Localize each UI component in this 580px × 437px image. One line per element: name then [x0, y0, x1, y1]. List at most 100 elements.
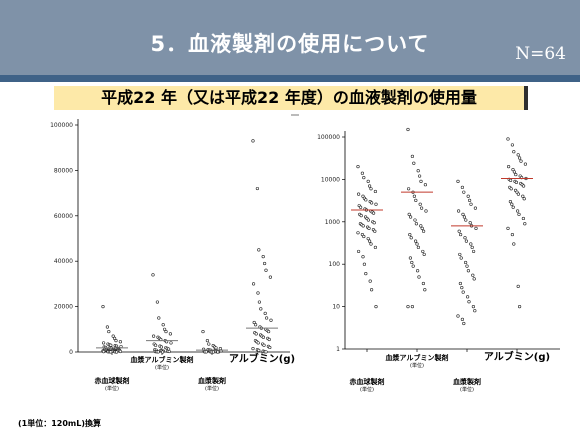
data-point: [409, 236, 413, 240]
data-point: [369, 242, 373, 246]
data-point: [463, 236, 467, 240]
data-point: [408, 256, 413, 260]
data-point: [254, 332, 258, 336]
data-point: [264, 350, 268, 354]
data-point: [507, 165, 511, 169]
data-point: [406, 127, 410, 132]
data-point: [514, 180, 519, 184]
data-point: [251, 139, 255, 143]
data-point: [254, 323, 258, 327]
y-tick-label: 1: [336, 346, 340, 353]
category-label: 血漿製剤: [198, 376, 226, 385]
data-point: [366, 179, 370, 183]
y-tick-label: 100000: [50, 122, 73, 129]
y-tick-label: 1000: [325, 219, 340, 226]
data-point: [357, 192, 361, 196]
data-point: [369, 187, 373, 191]
data-point: [466, 194, 470, 198]
data-point: [416, 269, 420, 273]
data-point: [509, 178, 513, 182]
data-point: [367, 226, 371, 230]
data-point: [111, 334, 115, 338]
data-point: [360, 171, 365, 175]
data-point: [410, 305, 415, 309]
data-point: [159, 345, 163, 349]
data-point: [512, 170, 517, 174]
data-point: [370, 288, 374, 292]
data-point: [506, 226, 510, 230]
chart-log-scale: 110100100010000100000赤血球製剤(単位)血漿アルブミン製剤(…: [317, 127, 560, 393]
data-point: [261, 335, 266, 339]
data-point: [512, 242, 516, 246]
data-point: [265, 316, 269, 320]
data-point: [471, 305, 476, 309]
data-point: [370, 201, 374, 205]
data-point: [464, 260, 468, 265]
y-tick-label: 0: [69, 349, 73, 356]
data-point: [467, 300, 471, 304]
data-point: [422, 229, 426, 233]
category-unit-label: (単位): [105, 385, 119, 392]
category-label: 血漿製剤: [453, 377, 481, 386]
data-point: [474, 226, 478, 230]
data-point: [207, 342, 211, 346]
data-point: [101, 305, 105, 309]
data-point: [167, 349, 171, 354]
data-point: [423, 288, 427, 292]
data-point: [256, 341, 260, 345]
data-point: [458, 252, 462, 257]
data-point: [156, 350, 160, 354]
data-point: [517, 305, 522, 309]
data-point: [410, 260, 414, 265]
data-point: [262, 343, 266, 347]
data-point: [373, 189, 378, 194]
data-point: [164, 329, 168, 334]
y-tick-label: 10000: [321, 176, 340, 183]
data-point: [521, 184, 526, 188]
data-point: [462, 190, 466, 194]
data-point: [421, 281, 426, 286]
data-point: [457, 229, 461, 233]
y-tick-label: 100000: [317, 134, 340, 141]
data-point: [107, 329, 111, 334]
data-point: [468, 221, 472, 225]
sample-size-label: N=64: [515, 44, 566, 64]
data-point: [411, 264, 415, 268]
data-point: [417, 275, 421, 279]
data-point: [168, 332, 172, 336]
data-point: [415, 242, 419, 246]
data-point: [458, 281, 463, 286]
data-point: [267, 337, 271, 342]
data-point: [512, 150, 516, 154]
data-point: [414, 222, 419, 226]
data-point: [257, 300, 262, 304]
title-banner: [0, 0, 580, 75]
data-point: [257, 348, 261, 353]
data-point: [510, 232, 515, 237]
data-point: [359, 214, 363, 218]
data-point: [252, 282, 256, 286]
data-point: [456, 314, 460, 318]
data-point: [469, 202, 473, 206]
data-point: [101, 341, 106, 345]
data-point: [406, 305, 410, 309]
data-point: [408, 232, 412, 237]
data-point: [356, 231, 360, 235]
y-tick-label: 100: [329, 261, 341, 268]
category-label: アルブミン(g): [229, 352, 295, 365]
data-point: [154, 343, 158, 347]
data-point: [469, 242, 473, 246]
data-point: [157, 316, 161, 320]
data-point: [413, 218, 417, 222]
category-label: 赤血球製剤: [350, 377, 385, 386]
data-point: [509, 187, 513, 191]
data-point: [357, 249, 361, 254]
data-point: [464, 239, 469, 243]
data-point: [372, 221, 376, 225]
data-point: [267, 329, 271, 334]
data-point: [163, 327, 167, 331]
data-point: [468, 198, 472, 202]
y-tick-label: 40000: [54, 258, 73, 265]
data-point: [471, 273, 475, 277]
